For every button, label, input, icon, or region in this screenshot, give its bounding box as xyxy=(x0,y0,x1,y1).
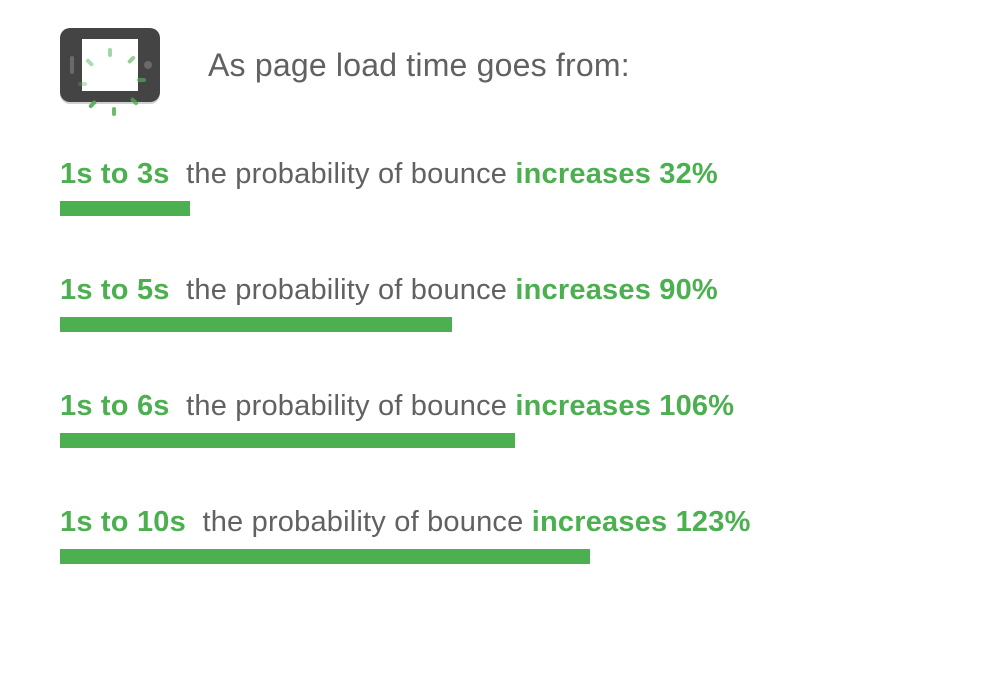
time-range: 1s to 5s xyxy=(60,274,170,306)
row-middle-text: the probability of bounce xyxy=(202,506,523,538)
row-text: 1s to 10s the probability of bounce incr… xyxy=(60,506,960,539)
bar xyxy=(60,201,190,216)
bar xyxy=(60,317,452,332)
row-text: 1s to 6s the probability of bounce incre… xyxy=(60,390,960,423)
time-range: 1s to 3s xyxy=(60,158,170,190)
header: As page load time goes from: xyxy=(60,28,960,102)
loading-spinner-icon xyxy=(93,48,127,82)
row-text: 1s to 3s the probability of bounce incre… xyxy=(60,158,960,191)
phone-screen xyxy=(82,39,138,91)
increase-value: increases 123% xyxy=(532,506,751,538)
infographic-root: As page load time goes from: 1s to 3s th… xyxy=(0,0,1000,604)
row: 1s to 10s the probability of bounce incr… xyxy=(60,506,960,564)
row: 1s to 6s the probability of bounce incre… xyxy=(60,390,960,448)
header-title: As page load time goes from: xyxy=(208,47,630,84)
increase-value: increases 90% xyxy=(515,274,718,306)
increase-value: increases 32% xyxy=(515,158,718,190)
time-range: 1s to 6s xyxy=(60,390,170,422)
rows-container: 1s to 3s the probability of bounce incre… xyxy=(60,158,960,564)
row: 1s to 3s the probability of bounce incre… xyxy=(60,158,960,216)
time-range: 1s to 10s xyxy=(60,506,186,538)
bar xyxy=(60,433,515,448)
phone-icon xyxy=(60,28,160,102)
row-middle-text: the probability of bounce xyxy=(186,158,507,190)
row-text: 1s to 5s the probability of bounce incre… xyxy=(60,274,960,307)
row-middle-text: the probability of bounce xyxy=(186,390,507,422)
bar xyxy=(60,549,590,564)
row: 1s to 5s the probability of bounce incre… xyxy=(60,274,960,332)
increase-value: increases 106% xyxy=(515,390,734,422)
row-middle-text: the probability of bounce xyxy=(186,274,507,306)
